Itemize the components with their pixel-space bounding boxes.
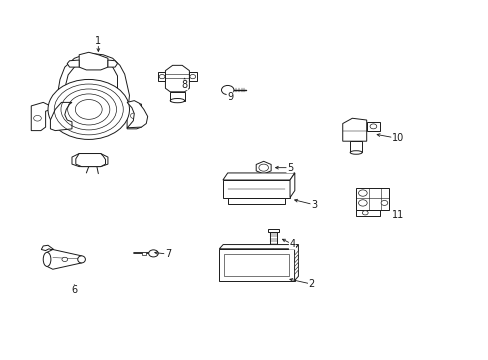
Polygon shape xyxy=(342,118,366,141)
Circle shape xyxy=(358,190,366,196)
Polygon shape xyxy=(72,154,108,167)
Polygon shape xyxy=(44,249,81,269)
Polygon shape xyxy=(366,122,379,131)
Ellipse shape xyxy=(170,99,184,103)
Polygon shape xyxy=(41,245,54,251)
Circle shape xyxy=(130,113,138,118)
Polygon shape xyxy=(294,251,298,259)
Polygon shape xyxy=(294,244,298,280)
Polygon shape xyxy=(31,102,50,131)
Polygon shape xyxy=(289,173,294,198)
Polygon shape xyxy=(294,259,298,266)
Polygon shape xyxy=(269,245,276,248)
Text: 10: 10 xyxy=(391,133,403,143)
Polygon shape xyxy=(223,180,289,198)
Text: 3: 3 xyxy=(310,200,316,210)
Polygon shape xyxy=(50,54,129,104)
Circle shape xyxy=(62,257,67,261)
Circle shape xyxy=(189,75,195,79)
Text: 11: 11 xyxy=(391,210,403,220)
Text: 7: 7 xyxy=(164,249,171,259)
Circle shape xyxy=(148,250,158,257)
Polygon shape xyxy=(219,249,294,280)
Polygon shape xyxy=(227,198,285,204)
Circle shape xyxy=(48,80,129,139)
Polygon shape xyxy=(158,72,165,81)
Polygon shape xyxy=(256,161,270,174)
Polygon shape xyxy=(223,173,294,180)
Circle shape xyxy=(258,164,268,171)
Circle shape xyxy=(380,201,387,206)
Ellipse shape xyxy=(349,151,362,154)
Text: 8: 8 xyxy=(181,80,187,90)
Polygon shape xyxy=(170,92,184,100)
Circle shape xyxy=(34,116,41,121)
Bar xyxy=(142,252,146,255)
Polygon shape xyxy=(165,65,189,92)
Bar xyxy=(355,188,388,210)
Polygon shape xyxy=(294,266,298,274)
Polygon shape xyxy=(76,154,105,167)
Circle shape xyxy=(87,158,93,163)
Polygon shape xyxy=(108,60,117,67)
Ellipse shape xyxy=(78,256,85,263)
Polygon shape xyxy=(189,72,196,81)
Bar xyxy=(269,232,276,245)
Polygon shape xyxy=(50,102,72,131)
Polygon shape xyxy=(67,60,79,67)
Text: 5: 5 xyxy=(286,163,292,173)
Text: 4: 4 xyxy=(289,239,295,249)
Polygon shape xyxy=(79,52,108,70)
Polygon shape xyxy=(219,244,298,249)
Text: 1: 1 xyxy=(95,36,101,46)
Circle shape xyxy=(159,75,164,79)
Bar xyxy=(224,255,288,276)
Circle shape xyxy=(362,211,367,215)
Text: 2: 2 xyxy=(308,279,314,289)
Circle shape xyxy=(221,85,233,95)
Circle shape xyxy=(358,200,366,206)
Polygon shape xyxy=(127,100,147,128)
Ellipse shape xyxy=(43,252,51,266)
Circle shape xyxy=(369,124,376,129)
Bar xyxy=(267,229,279,232)
Text: 6: 6 xyxy=(71,285,77,295)
Bar xyxy=(355,210,379,216)
Text: 9: 9 xyxy=(226,92,233,102)
Polygon shape xyxy=(127,102,141,129)
Polygon shape xyxy=(349,141,361,153)
